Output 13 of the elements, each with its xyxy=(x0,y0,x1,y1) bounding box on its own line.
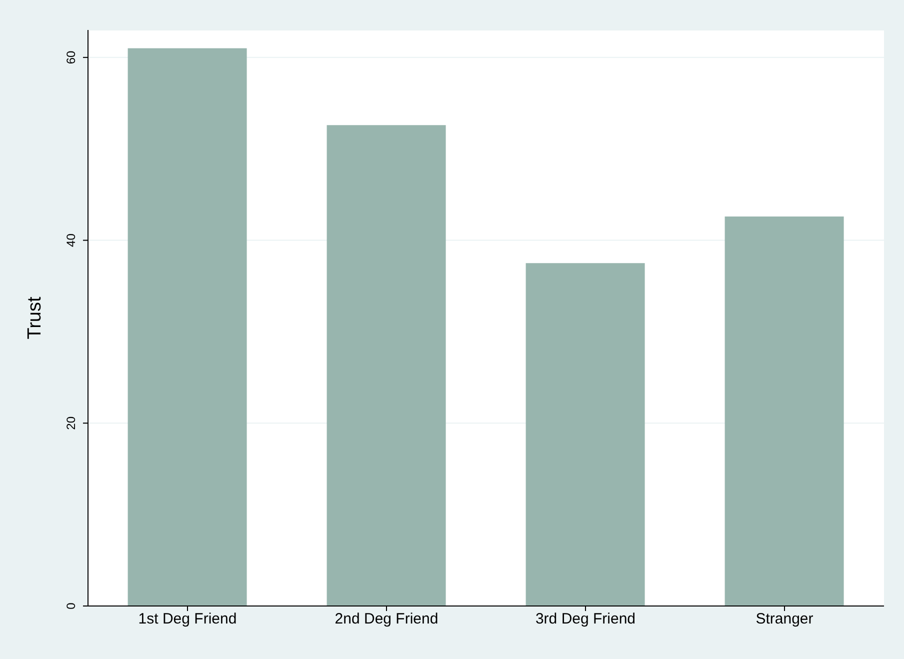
y-tick-label: 20 xyxy=(64,416,78,430)
y-tick-label: 0 xyxy=(64,602,78,610)
bar xyxy=(526,263,645,606)
y-tick-label: 40 xyxy=(64,233,78,247)
x-tick-label: 3rd Deg Friend xyxy=(535,610,636,628)
bar xyxy=(128,48,247,606)
x-tick-label: 1st Deg Friend xyxy=(138,610,237,628)
x-tick-label: 2nd Deg Friend xyxy=(334,610,438,628)
y-tick-label: 60 xyxy=(64,50,78,64)
bar xyxy=(724,216,844,606)
x-tick-label: Stranger xyxy=(756,610,814,628)
y-axis-title: Trust xyxy=(24,296,46,340)
bar xyxy=(326,125,446,606)
